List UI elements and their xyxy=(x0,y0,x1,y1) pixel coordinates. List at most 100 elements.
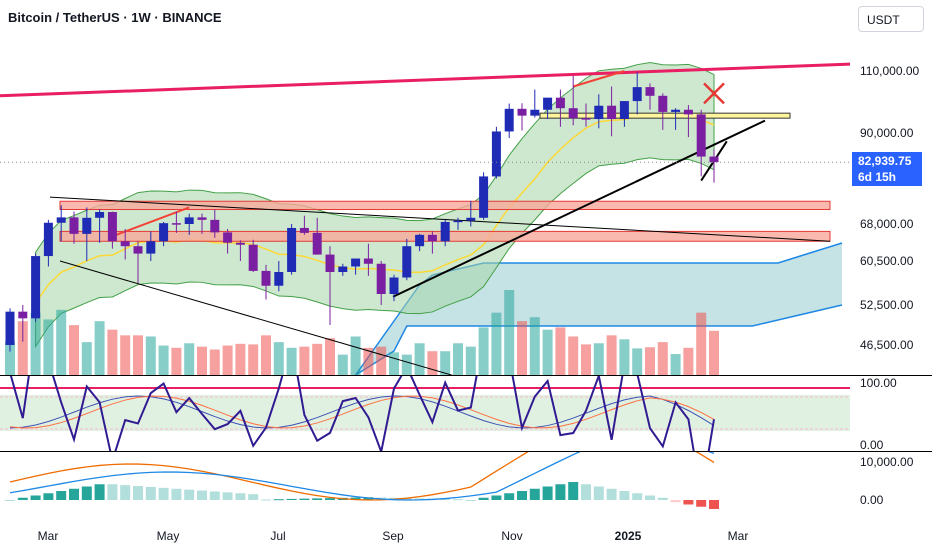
candle-body xyxy=(466,217,476,221)
volume-bar xyxy=(491,312,502,375)
candle-body xyxy=(312,232,322,255)
candle-body xyxy=(325,254,335,272)
volume-bar xyxy=(389,352,399,375)
macd-histogram-bar xyxy=(491,495,502,500)
volume-bar xyxy=(5,341,15,375)
macd-histogram-bar xyxy=(133,486,143,500)
macd-histogram-bar xyxy=(504,493,515,500)
macd-histogram-bar xyxy=(107,484,118,500)
bar-countdown: 6d 15h xyxy=(858,170,897,184)
volume-bar xyxy=(670,354,681,375)
volume-bar xyxy=(81,342,92,375)
y-tick-label: 46,500.00 xyxy=(860,338,914,352)
last-price-value: 82,939.75 xyxy=(858,154,912,168)
macd-histogram-bar xyxy=(581,484,591,500)
macd-histogram-bar xyxy=(350,497,361,500)
volume-bar xyxy=(363,347,374,375)
macd-histogram-bar xyxy=(30,495,41,500)
volume-bar xyxy=(709,330,719,375)
macd-line xyxy=(9,452,715,501)
volume-bar xyxy=(376,346,387,375)
candle-body xyxy=(568,108,578,119)
volume-bar xyxy=(529,317,540,375)
candle-body xyxy=(287,227,297,272)
horizontal-level xyxy=(539,112,791,119)
rsi-line xyxy=(9,376,715,451)
candle-body xyxy=(5,311,15,345)
candle-body xyxy=(363,258,373,264)
volume-bar xyxy=(299,346,310,375)
candle-body xyxy=(95,212,105,218)
volume-bar xyxy=(145,336,156,375)
volume-bar xyxy=(683,347,694,375)
macd-histogram-bar xyxy=(593,486,604,500)
trend-line xyxy=(59,260,454,375)
volume-bar xyxy=(273,342,284,375)
volume-bar xyxy=(632,348,643,375)
macd-histogram-bar xyxy=(94,484,105,500)
volume-bar xyxy=(286,347,297,375)
volume-bar xyxy=(17,321,28,375)
candle-body xyxy=(223,232,233,243)
currency-button[interactable]: USDT xyxy=(858,6,924,32)
macd-histogram-bar xyxy=(555,484,566,500)
candle-body xyxy=(543,97,553,110)
candle-body xyxy=(619,101,629,120)
volume-bar xyxy=(43,319,54,375)
candle-body xyxy=(338,266,348,272)
y-tick-label: 90,000.00 xyxy=(860,126,914,140)
support-resistance-zone xyxy=(59,200,831,211)
volume-bar xyxy=(222,345,233,375)
macd-histogram-bar xyxy=(5,500,15,501)
candle-body xyxy=(133,246,143,254)
macd-histogram-bar xyxy=(43,493,54,500)
macd-histogram-bar xyxy=(209,491,220,500)
x-tick-label: Nov xyxy=(501,529,522,543)
volume-bar xyxy=(453,343,463,375)
volume-bar xyxy=(56,309,67,375)
candle-body xyxy=(479,176,489,218)
candle-body xyxy=(645,87,655,96)
x-tick-label: Mar xyxy=(38,529,59,543)
candle-body xyxy=(120,241,130,247)
macd-histogram-bar xyxy=(56,491,67,500)
volume-bar xyxy=(606,335,617,375)
volume-bar xyxy=(107,329,118,375)
macd-histogram-bar xyxy=(632,493,643,500)
volume-bar xyxy=(542,329,553,375)
candle-body xyxy=(594,105,604,120)
macd-histogram-bar xyxy=(248,494,259,500)
volume-bar xyxy=(581,344,591,375)
candle-body xyxy=(530,109,540,116)
channel-upper-line xyxy=(0,62,850,98)
volume-bar xyxy=(133,335,143,375)
macd-histogram-bar xyxy=(158,487,169,500)
candle-body xyxy=(274,272,284,286)
candle-body xyxy=(248,244,258,271)
candle-body xyxy=(69,217,79,234)
candle-body xyxy=(671,109,681,112)
y-tick-label: 110,000.00 xyxy=(860,64,919,78)
candle-body xyxy=(146,241,156,254)
candle-body xyxy=(427,234,437,242)
candle-body xyxy=(440,221,450,242)
candle-body xyxy=(491,131,501,177)
volume-bar xyxy=(568,336,579,375)
x-tick-label: May xyxy=(157,529,180,543)
macd-histogram-bar xyxy=(657,497,668,500)
macd-histogram-bar xyxy=(453,499,463,501)
y-tick-label: 60,500.00 xyxy=(860,254,914,268)
volume-bar xyxy=(427,351,438,375)
volume-bar xyxy=(593,343,604,375)
volume-bar xyxy=(517,321,527,375)
macd-histogram-bar xyxy=(619,491,630,500)
y-tick-label: 0.00 xyxy=(860,493,884,507)
macd-histogram-bar xyxy=(81,486,92,500)
volume-bar xyxy=(414,343,425,375)
macd-histogram-bar xyxy=(606,488,617,500)
candle-body xyxy=(683,109,693,115)
candle-body xyxy=(184,217,194,224)
volume-bar xyxy=(619,339,630,375)
drawn-line xyxy=(572,70,625,88)
